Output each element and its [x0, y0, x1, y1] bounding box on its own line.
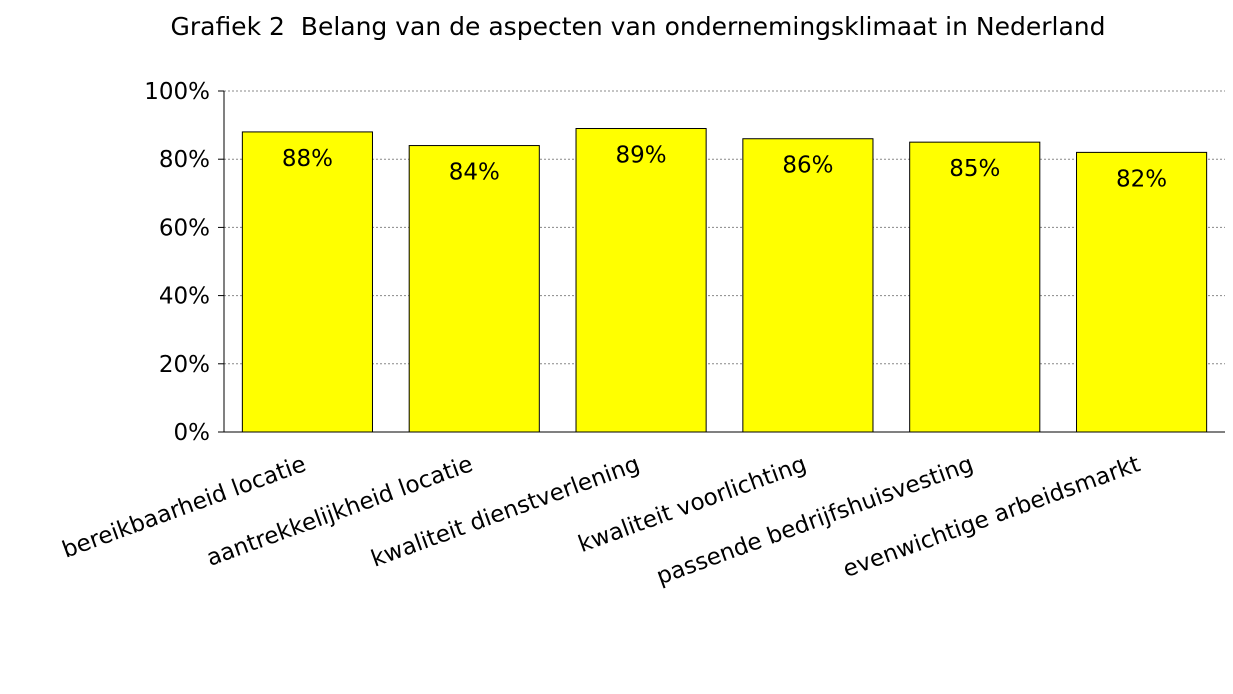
value-label: 84%: [449, 160, 500, 186]
y-tick-label: 40%: [159, 284, 210, 310]
bar: [408, 145, 540, 433]
x-tick-label: evenwichtige arbeidsmarkt: [840, 451, 1144, 583]
y-tick-label: 80%: [159, 147, 210, 173]
bar: [241, 131, 373, 433]
value-label: 82%: [1116, 166, 1167, 192]
value-label: 88%: [282, 146, 333, 172]
bar: [575, 128, 707, 433]
value-label: 86%: [782, 153, 833, 179]
value-label: 85%: [949, 156, 1000, 182]
y-tick-label: 60%: [159, 215, 210, 241]
y-tick-label: 20%: [159, 352, 210, 378]
bar: [742, 138, 874, 433]
bar: [1076, 151, 1208, 433]
y-tick-label: 0%: [174, 420, 211, 446]
x-tick-label: passende bedrijfshuisvesting: [653, 451, 977, 590]
x-tick-label: kwaliteit dienstverlening: [368, 451, 643, 572]
y-tick-label: 100%: [144, 79, 210, 105]
value-label: 89%: [616, 143, 667, 169]
bar: [909, 141, 1041, 433]
chart-title: Grafiek 2 Belang van de aspecten van ond…: [170, 12, 1106, 41]
x-tick-label: aantrekkelijkheid locatie: [203, 451, 476, 572]
